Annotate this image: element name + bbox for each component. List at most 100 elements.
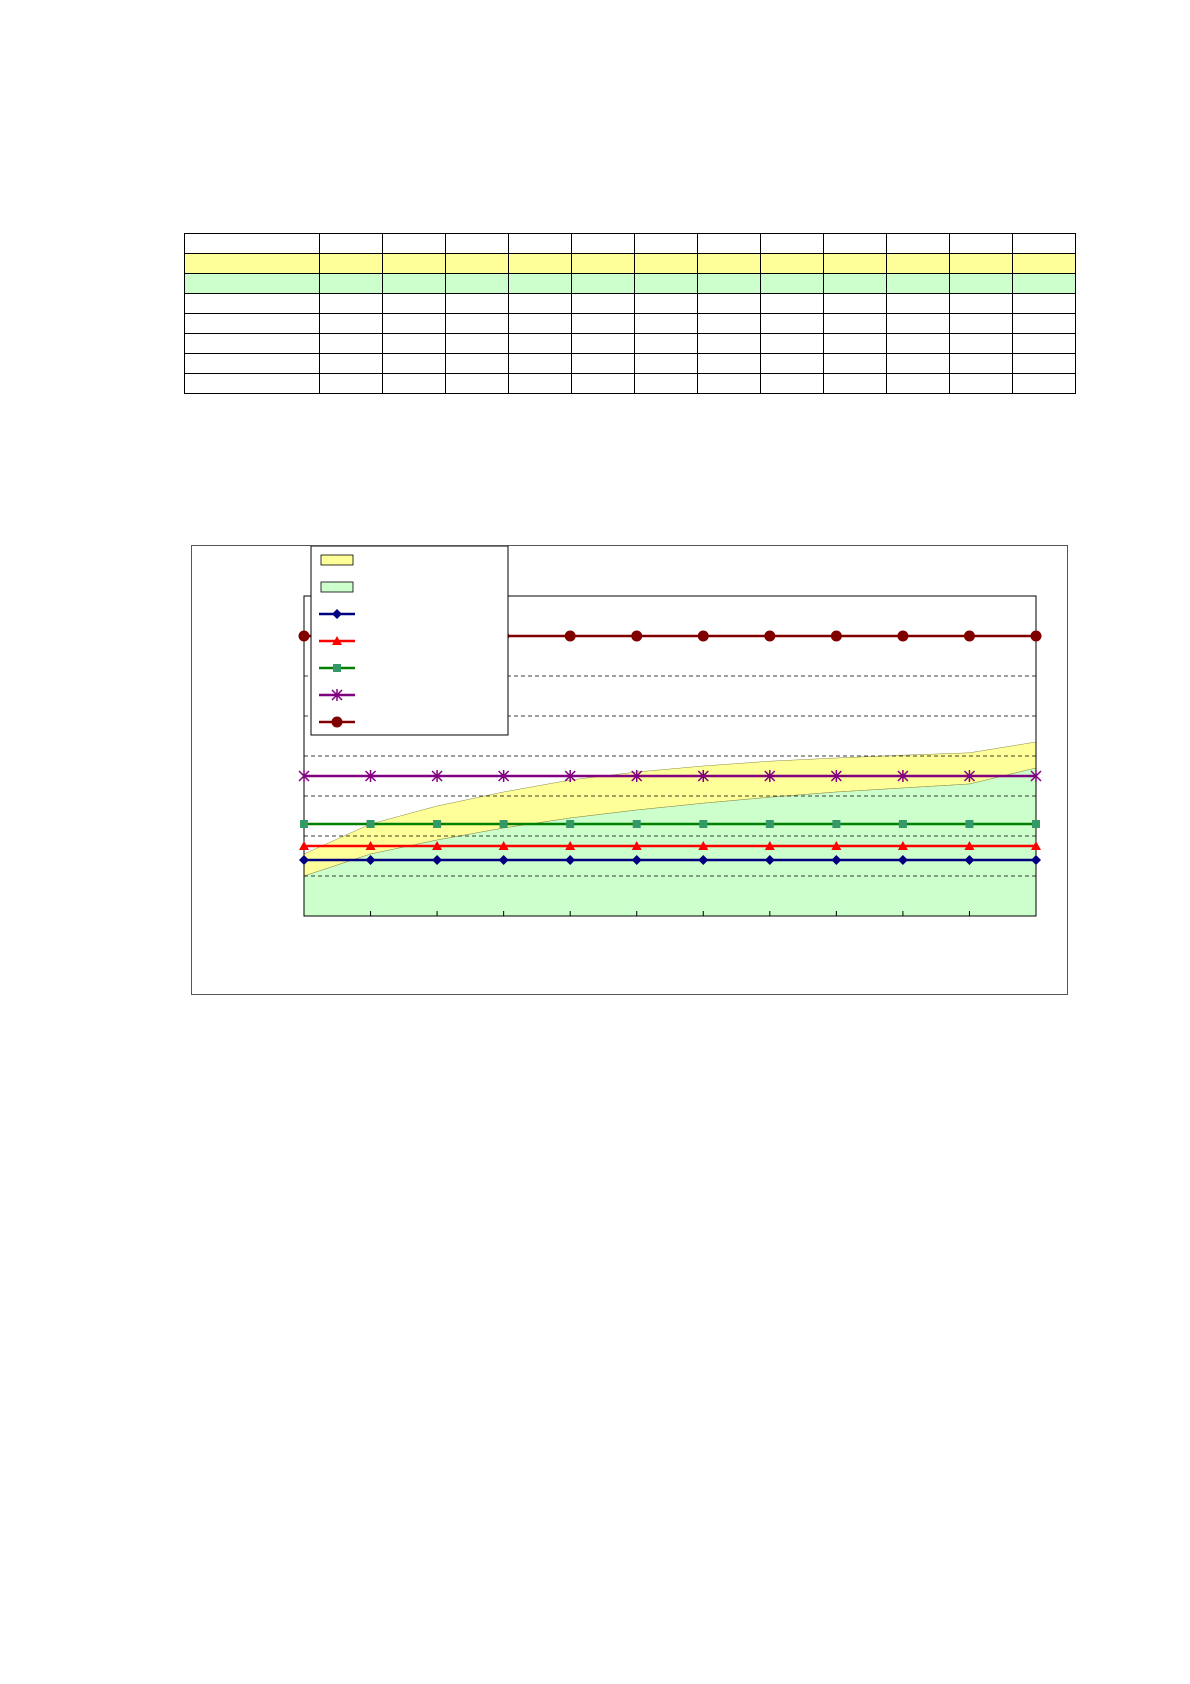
table-cell: [445, 233, 509, 254]
data-point-triangle: [631, 841, 642, 850]
data-point-diamond: [964, 855, 975, 865]
data-point-star: [498, 770, 510, 782]
data-point-triangle: [1031, 841, 1041, 850]
table-cell: [445, 253, 509, 274]
table-cell: [319, 253, 383, 274]
table-cell: [571, 353, 635, 374]
data-point-star: [1030, 770, 1042, 782]
line-chart: [298, 546, 1042, 917]
data-point-diamond: [897, 855, 908, 865]
table-cell: [445, 293, 509, 314]
data-point-diamond: [565, 855, 576, 865]
table-cell: [886, 313, 950, 334]
data-point-star: [697, 770, 709, 782]
table-cell: [634, 253, 698, 274]
data-point-square: [832, 820, 841, 828]
table-cell: [508, 313, 572, 334]
table-row: [184, 373, 1076, 394]
data-point-square: [300, 820, 308, 828]
table-cell: [382, 253, 446, 274]
data-point-circle: [830, 630, 842, 642]
table-row-header-cell: [184, 273, 320, 294]
table-cell: [886, 253, 950, 274]
table-cell: [382, 373, 446, 394]
data-point-star: [631, 770, 643, 782]
data-point-star: [365, 770, 377, 782]
data-point-diamond: [498, 855, 509, 865]
data-point-square: [499, 820, 508, 828]
table-cell: [949, 373, 1013, 394]
table-cell: [1012, 293, 1076, 314]
table-cell: [760, 233, 824, 254]
data-point-diamond: [432, 855, 443, 865]
data-point-star: [830, 770, 842, 782]
data-point-triangle: [565, 841, 576, 850]
table-row-header-cell: [184, 313, 320, 334]
legend-marker-circle: [331, 716, 343, 728]
table-cell: [697, 253, 761, 274]
data-point-diamond: [631, 855, 642, 865]
data-point-star: [431, 770, 443, 782]
data-point-circle: [631, 630, 643, 642]
table-cell: [634, 273, 698, 294]
table-cell: [445, 373, 509, 394]
data-point-circle: [1030, 630, 1042, 642]
data-point-star: [764, 770, 776, 782]
table-cell: [445, 333, 509, 354]
data-point-triangle: [831, 841, 842, 850]
table-cell: [949, 333, 1013, 354]
table-cell: [634, 373, 698, 394]
table-cell: [319, 273, 383, 294]
table-cell: [1012, 353, 1076, 374]
data-point-diamond: [365, 855, 376, 865]
legend-marker-star: [331, 689, 343, 701]
table-row-header-cell: [184, 233, 320, 254]
table-cell: [571, 293, 635, 314]
table-cell: [571, 313, 635, 334]
table-cell: [382, 233, 446, 254]
data-point-star: [564, 770, 576, 782]
table-cell: [1012, 373, 1076, 394]
data-point-square: [965, 820, 974, 828]
chart-area: [191, 545, 1068, 995]
data-point-triangle: [964, 841, 975, 850]
table-cell: [886, 273, 950, 294]
table-cell: [886, 373, 950, 394]
table-cell: [949, 353, 1013, 374]
data-point-triangle: [432, 841, 443, 850]
table-cell: [949, 273, 1013, 294]
data-point-square: [632, 820, 641, 828]
table-row: [184, 273, 1076, 294]
table-cell: [508, 273, 572, 294]
data-point-star: [298, 770, 310, 782]
data-point-square: [433, 820, 442, 828]
table-cell: [319, 293, 383, 314]
table-cell: [571, 253, 635, 274]
data-point-triangle: [764, 841, 775, 850]
table-cell: [886, 293, 950, 314]
data-point-circle: [697, 630, 709, 642]
table-cell: [382, 273, 446, 294]
table-cell: [760, 313, 824, 334]
data-point-star: [897, 770, 909, 782]
table-cell: [508, 293, 572, 314]
table-cell: [382, 313, 446, 334]
data-point-circle: [764, 630, 776, 642]
table-cell: [760, 293, 824, 314]
data-point-square: [898, 820, 907, 828]
table-cell: [1012, 233, 1076, 254]
table-cell: [1012, 273, 1076, 294]
data-point-circle: [564, 630, 576, 642]
table-cell: [319, 333, 383, 354]
data-point-triangle: [698, 841, 709, 850]
table-cell: [571, 373, 635, 394]
data-point-circle: [897, 630, 909, 642]
data-point-star: [963, 770, 975, 782]
data-point-diamond: [698, 855, 709, 865]
table-row: [184, 353, 1076, 374]
table-cell: [634, 333, 698, 354]
table-row-header-cell: [184, 373, 320, 394]
table-cell: [949, 233, 1013, 254]
legend-marker-square: [333, 664, 341, 672]
data-point-triangle: [897, 841, 908, 850]
